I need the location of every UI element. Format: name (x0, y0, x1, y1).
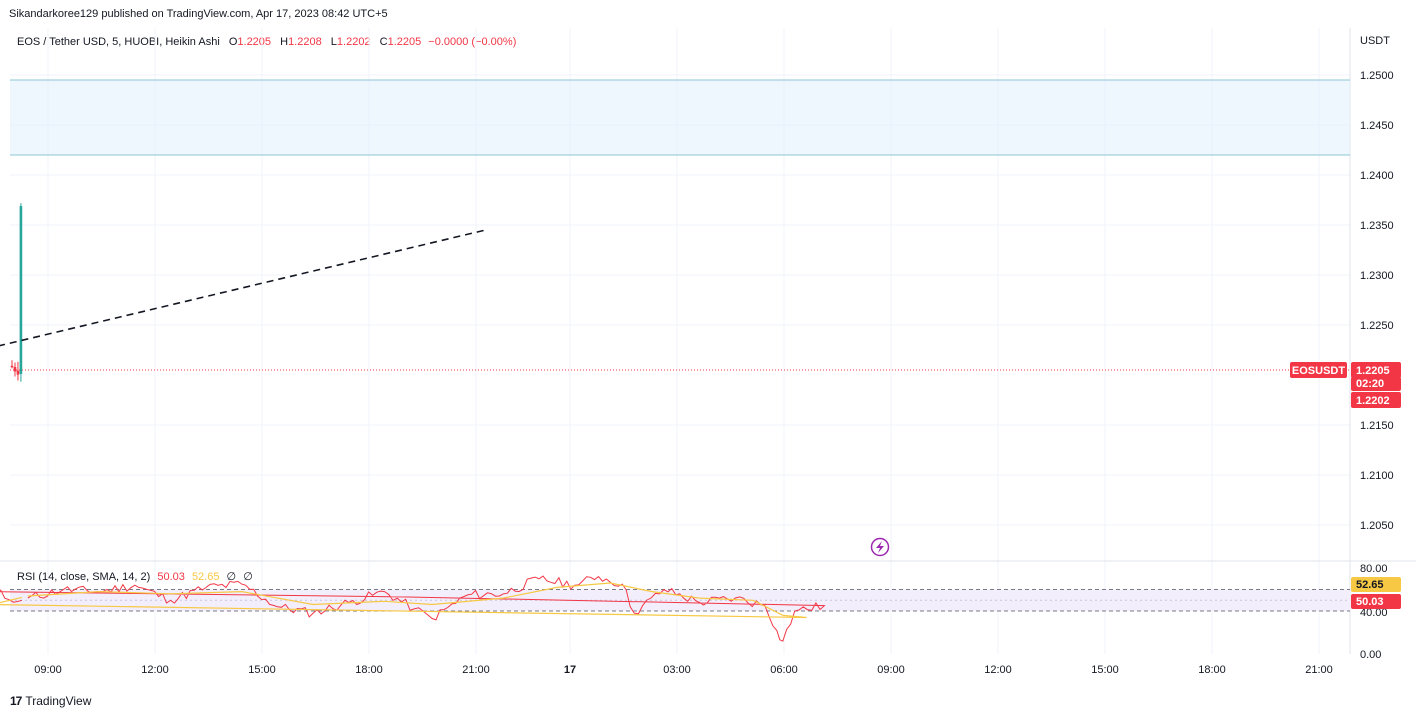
rsi-value: 50.03 (157, 571, 185, 583)
countdown-tag: 02:20 (1356, 378, 1384, 390)
time-tick-label: 21:00 (462, 664, 490, 676)
flash-icon[interactable] (870, 537, 890, 557)
price-tick-label: 1.2150 (1360, 420, 1394, 432)
rsi-sma-line (0, 582, 807, 619)
last-price-tag: 1.2205 (1356, 365, 1390, 377)
price-tick-label: 1.2350 (1360, 220, 1394, 232)
price-tick-label: 1.2100 (1360, 470, 1394, 482)
high-value: 1.2208 (288, 36, 322, 48)
close-label: C (379, 36, 388, 48)
time-tick-label: 12:00 (984, 664, 1012, 676)
open-label: O (228, 36, 238, 48)
time-tick-label: 06:00 (770, 664, 798, 676)
symbol-tag: EOSUSDT (1292, 365, 1345, 377)
time-tick-label: 15:00 (1091, 664, 1119, 676)
high-label: H (280, 36, 289, 48)
time-tick-label: 12:00 (141, 664, 169, 676)
tradingview-logo-icon: 17 (10, 694, 22, 708)
rsi-sma-tag: 52.65 (1356, 579, 1384, 591)
candles (10, 203, 1350, 382)
publisher-line: Sikandarkoree129 published on TradingVie… (9, 8, 388, 20)
resistance-zone (10, 79, 1350, 156)
time-tick-label: 21:00 (1305, 664, 1333, 676)
price-tick-label: 1.2300 (1360, 270, 1394, 282)
price-tick-label: 1.2450 (1360, 120, 1394, 132)
rsi-tick-label: 0.00 (1360, 649, 1381, 661)
price-tick-label: 1.2500 (1360, 70, 1394, 82)
time-tick-label: 09:00 (877, 664, 905, 676)
time-tick-label: 17 (564, 664, 576, 676)
price-tick-label: 1.2050 (1360, 520, 1394, 532)
brand-name: TradingView (25, 694, 92, 708)
rsi-extra-1: ∅ (226, 571, 237, 583)
low-price-tag: 1.2202 (1356, 395, 1390, 407)
time-tick-label: 03:00 (663, 664, 691, 676)
rsi-pane (0, 575, 1350, 642)
rsi-line (0, 575, 826, 642)
change-value: −0.0000 (−0.00%) (428, 36, 517, 48)
low-price-tag-bg (1351, 392, 1401, 408)
last-price-tag-bg (1351, 362, 1401, 378)
axes: 1.2500 1.2450 1.2400 1.2350 1.2300 1.2250 1.21… (34, 35, 1393, 676)
zone-fill (10, 80, 1350, 155)
price-tick-label: 1.2400 (1360, 170, 1394, 182)
rsi-tick-label: 80.00 (1360, 563, 1388, 575)
time-tick-label: 18:00 (355, 664, 383, 676)
symbol-tag-bg (1290, 362, 1347, 378)
rsi-legend: RSI (14, close, SMA, 14, 2) 50.03 52.65 … (17, 570, 253, 583)
candle-body (10, 365, 14, 368)
rsi-sma-value: 52.65 (191, 571, 220, 583)
rsi-tag: 50.03 (1356, 596, 1384, 608)
symbol-title[interactable]: EOS / Tether USD, 5, HUOBI, Heikin Ashi (17, 36, 220, 48)
time-tick-label: 15:00 (248, 664, 276, 676)
rsi-title[interactable]: RSI (14, close, SMA, 14, 2) (17, 571, 151, 583)
tradingview-brand[interactable]: 17 TradingView (10, 694, 91, 708)
countdown-tag-bg (1351, 377, 1401, 391)
trendline-dashed (0, 229, 486, 347)
close-value: 1.2205 (387, 36, 422, 48)
rsi-extra-2: ∅ (243, 571, 253, 583)
rsi-tag-bg (1351, 594, 1401, 609)
rsi-tick-label: 40.00 (1360, 607, 1388, 619)
price-tick-label: 1.2250 (1360, 320, 1394, 332)
candle-body (19, 206, 23, 374)
trendline[interactable] (0, 229, 486, 347)
rsi-sma-tag-bg (1351, 577, 1401, 592)
open-value: 1.2205 (237, 36, 272, 48)
low-label: L (330, 36, 337, 48)
candle-body (13, 366, 17, 372)
low-value: 1.2202 (336, 36, 371, 48)
symbol-legend: EOS / Tether USD, 5, HUOBI, Heikin Ashi … (17, 36, 516, 48)
time-tick-label: 09:00 (34, 664, 62, 676)
price-unit-label: USDT (1360, 35, 1390, 47)
candle-body (16, 370, 20, 375)
time-tick-label: 18:00 (1198, 664, 1226, 676)
